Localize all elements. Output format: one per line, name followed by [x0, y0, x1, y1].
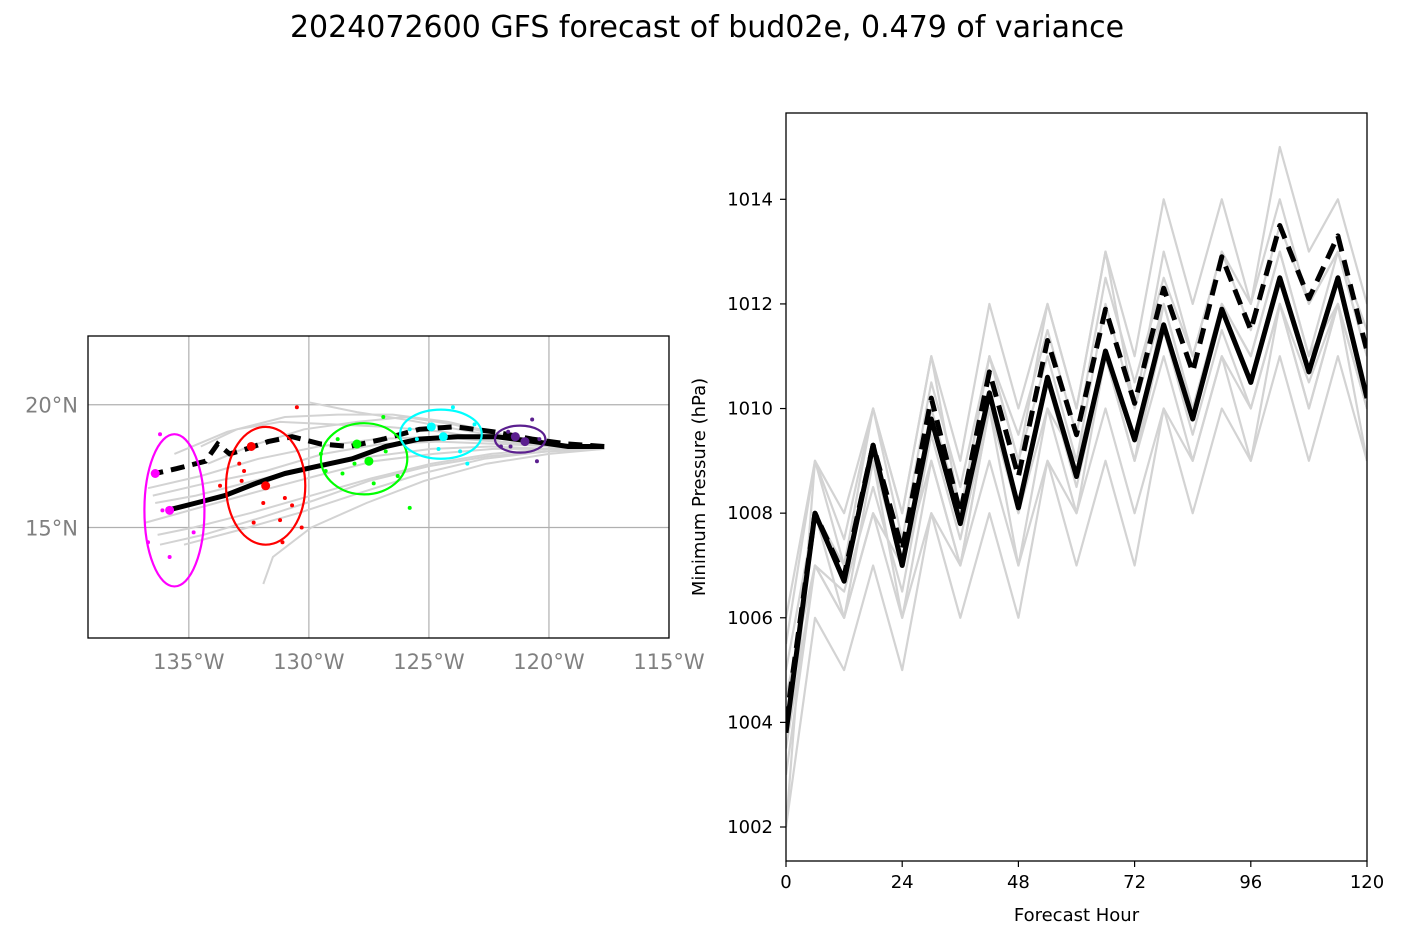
position-point	[530, 417, 535, 422]
ensemble-pressure-line	[786, 198, 1367, 618]
position-point	[251, 520, 256, 525]
position-point	[458, 449, 463, 454]
position-point	[261, 481, 271, 491]
ensemble-pressure-line	[786, 302, 1367, 775]
position-point	[371, 481, 376, 486]
map-lon-tick-label: 120°W	[513, 650, 585, 674]
position-point	[352, 439, 362, 449]
position-point	[534, 459, 539, 464]
deterministic-track	[154, 424, 605, 476]
pressure-frame	[785, 112, 1368, 862]
uncertainty-ellipse	[319, 422, 409, 496]
ensemble-pressure-line	[786, 302, 1367, 749]
position-point	[150, 468, 160, 478]
position-point	[506, 429, 511, 434]
map-lon-tick-label: 115°W	[633, 650, 705, 674]
uncertainty-ellipse	[224, 425, 307, 546]
position-point	[261, 500, 266, 505]
position-point	[465, 461, 470, 466]
track-map: 135°W 130°W 125°W 120°W 115°W 20°N 15°N	[25, 335, 705, 674]
y-tick-label: 1014	[727, 189, 773, 210]
position-point	[278, 518, 283, 523]
map-plot-area	[88, 336, 669, 638]
position-point	[158, 432, 163, 437]
position-point	[282, 496, 287, 501]
position-point	[237, 461, 242, 466]
ensemble-pressure-line	[786, 355, 1367, 828]
position-point	[510, 432, 520, 442]
x-tick-label: 48	[1007, 872, 1030, 893]
x-tick-label: 24	[891, 872, 914, 893]
ensemble-track	[155, 445, 605, 504]
y-tick-label: 1010	[727, 399, 773, 420]
position-point	[167, 554, 172, 559]
map-lon-tick-label: 130°W	[273, 650, 345, 674]
map-lon-tick-label: 135°W	[153, 650, 225, 674]
x-tick-label: 0	[780, 872, 791, 893]
uncertainty-ellipse	[143, 433, 206, 588]
position-point	[537, 437, 542, 442]
position-point	[218, 483, 223, 488]
figure-title: 2024072600 GFS forecast of bud02e, 0.479…	[289, 10, 1125, 45]
position-point	[160, 508, 165, 513]
y-tick-label: 1006	[727, 608, 773, 629]
x-axis-label: Forecast Hour	[1014, 905, 1140, 926]
position-point	[381, 415, 386, 420]
y-tick-label: 1004	[727, 712, 773, 733]
position-point	[450, 405, 455, 410]
map-frame	[87, 335, 670, 639]
position-point	[426, 422, 436, 432]
map-lon-tick-label: 125°W	[393, 650, 465, 674]
position-point	[290, 503, 295, 508]
position-point	[407, 505, 412, 510]
x-tick-label: 72	[1123, 872, 1146, 893]
pressure-plot-area	[786, 145, 1367, 828]
uncertainty-ellipse	[493, 424, 547, 454]
map-lat-tick-label: 15°N	[25, 517, 78, 541]
y-tick-label: 1002	[727, 817, 773, 838]
map-lat-tick-label: 20°N	[25, 394, 78, 418]
position-point	[340, 471, 345, 476]
position-point	[246, 441, 256, 451]
x-tick-label: 96	[1239, 872, 1262, 893]
position-point	[191, 530, 196, 535]
ensemble-track	[183, 447, 605, 546]
position-point	[165, 505, 175, 515]
position-point	[299, 525, 304, 530]
x-tick-label: 120	[1350, 872, 1384, 893]
position-point	[239, 478, 244, 483]
position-point	[242, 469, 247, 474]
position-point	[407, 427, 412, 432]
y-axis-label: Minimum Pressure (hPa)	[689, 378, 710, 596]
position-point	[438, 432, 448, 442]
position-point	[364, 456, 374, 466]
position-point	[472, 422, 477, 427]
position-point	[520, 437, 530, 447]
ensemble-pressure-line	[786, 250, 1367, 697]
pressure-chart: 0 24 48 72 96 120 1002 1004 1006 1008 1010 1012 1014…	[689, 112, 1384, 926]
ensemble-track	[262, 447, 605, 585]
y-tick-label: 1008	[727, 503, 773, 524]
position-point	[294, 405, 299, 410]
position-point	[335, 437, 340, 442]
uncertainty-ellipse	[399, 408, 483, 460]
position-point	[383, 449, 388, 454]
mean-pressure-line	[786, 275, 1367, 734]
position-point	[508, 444, 513, 449]
position-point	[395, 473, 400, 478]
position-point	[352, 461, 357, 466]
position-point	[414, 437, 419, 442]
y-tick-label: 1012	[727, 294, 773, 315]
position-point	[436, 446, 441, 451]
